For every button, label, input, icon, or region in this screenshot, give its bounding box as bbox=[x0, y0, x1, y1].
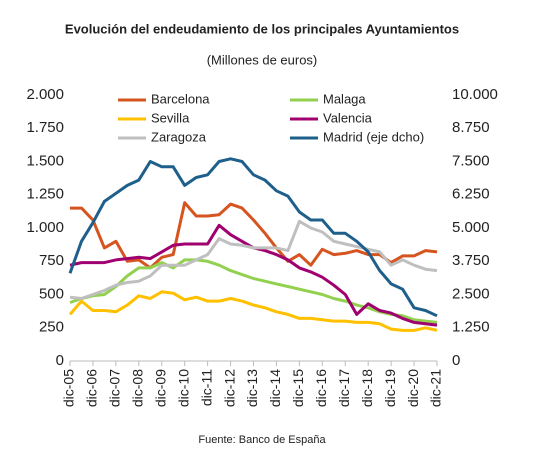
y-tick-label: 500 bbox=[39, 285, 64, 302]
source: Fuente: Banco de España bbox=[198, 434, 326, 446]
series-line bbox=[70, 201, 438, 270]
series-line bbox=[68, 157, 438, 318]
x-tick-label: dic-18 bbox=[359, 369, 375, 407]
x-tick-label: dic-19 bbox=[382, 369, 398, 407]
x-tick-label: dic-20 bbox=[405, 369, 421, 407]
x-tick-label: dic-21 bbox=[428, 369, 444, 407]
y2-tick-label: 10.000 bbox=[452, 86, 498, 103]
y2-tick-label: 3.750 bbox=[452, 252, 490, 269]
series-line bbox=[69, 258, 438, 324]
y2-tick-label: 0 bbox=[452, 352, 460, 369]
x-tick-label: dic-13 bbox=[244, 369, 260, 407]
x-tick-label: dic-07 bbox=[107, 369, 123, 407]
y-tick-label: 1.250 bbox=[26, 186, 64, 203]
x-tick-label: dic-16 bbox=[313, 369, 329, 407]
y2-tick-label: 8.750 bbox=[452, 119, 490, 136]
y2-tick-label: 1.250 bbox=[452, 319, 490, 336]
x-tick-label: dic-05 bbox=[61, 369, 77, 407]
chart-title: Evolución del endeudamiento de los princ… bbox=[65, 21, 459, 36]
x-tick-label: dic-12 bbox=[221, 369, 237, 407]
y2-tick-label: 7.500 bbox=[452, 152, 490, 169]
x-tick-label: dic-10 bbox=[175, 369, 191, 407]
y-tick-label: 1.000 bbox=[26, 219, 64, 236]
x-tick-label: dic-15 bbox=[290, 369, 306, 407]
legend-label: Valencia bbox=[323, 110, 373, 125]
x-tick-label: dic-06 bbox=[84, 369, 100, 407]
y-tick-label: 250 bbox=[39, 319, 64, 336]
y-tick-label: 1.750 bbox=[26, 119, 64, 136]
y-tick-label: 1.500 bbox=[26, 152, 64, 169]
x-tick-label: dic-08 bbox=[130, 369, 146, 407]
chart-subtitle: (Millones de euros) bbox=[207, 52, 318, 67]
series-line bbox=[68, 290, 438, 332]
y-tick-label: 2.000 bbox=[26, 86, 64, 103]
legend-label: Sevilla bbox=[151, 110, 190, 125]
y-tick-label: 0 bbox=[56, 352, 64, 369]
legend-label: Malaga bbox=[323, 91, 366, 106]
legend-label: Barcelona bbox=[151, 91, 210, 106]
y2-tick-label: 2.500 bbox=[452, 285, 490, 302]
legend-label: Madrid (eje dcho) bbox=[323, 129, 424, 144]
legend-label: Zaragoza bbox=[151, 129, 207, 144]
y2-tick-label: 6.250 bbox=[452, 186, 490, 203]
x-tick-label: dic-11 bbox=[198, 369, 214, 406]
x-tick-label: dic-14 bbox=[267, 369, 283, 407]
x-tick-label: dic-09 bbox=[152, 369, 168, 407]
series-line bbox=[69, 219, 438, 300]
y2-tick-label: 5.000 bbox=[452, 219, 490, 236]
x-tick-label: dic-17 bbox=[336, 369, 352, 407]
y-tick-label: 750 bbox=[39, 252, 64, 269]
